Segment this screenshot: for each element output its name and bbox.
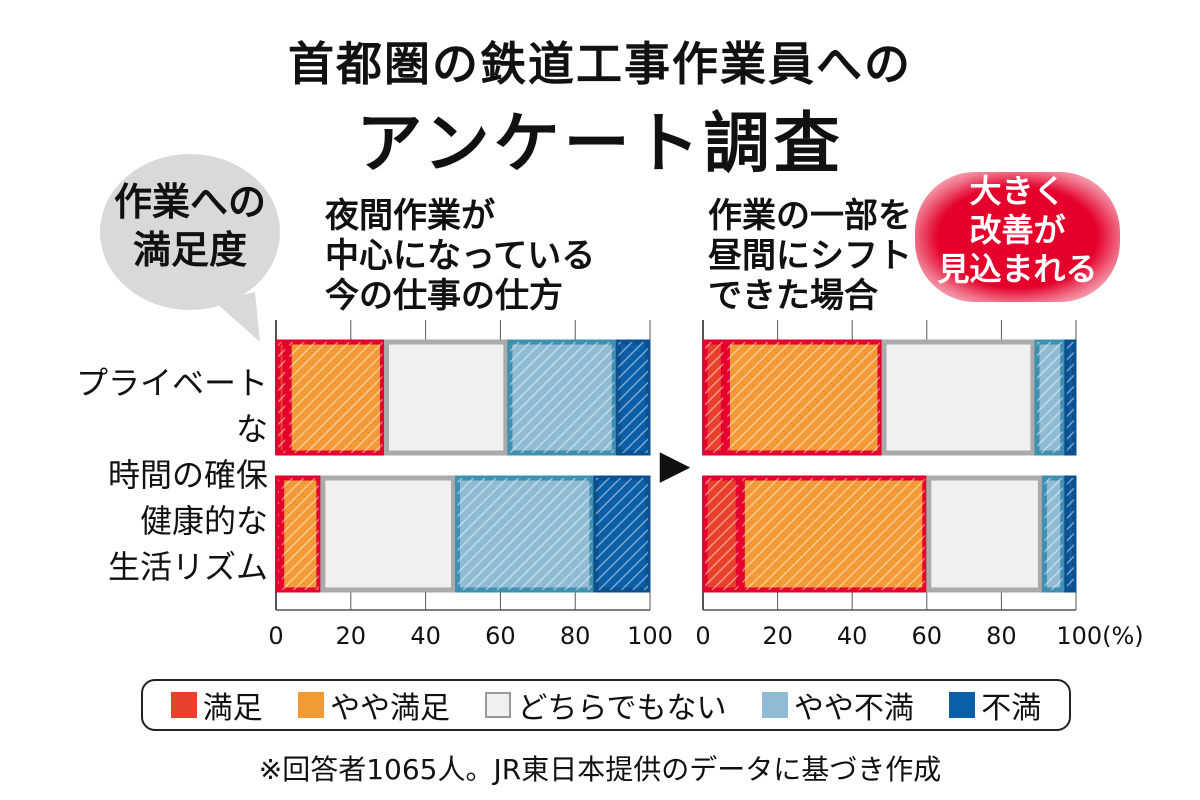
bar-hatch xyxy=(705,342,724,453)
heading-line: できた場合 xyxy=(708,276,878,316)
bubble-line: 作業への xyxy=(113,180,266,224)
bar-hatch xyxy=(278,478,279,590)
row-label-line: 時間の確保 xyxy=(107,456,268,494)
legend-swatch xyxy=(485,692,512,718)
legend-item: 満足 xyxy=(170,683,263,727)
callout-line: 改善が xyxy=(969,211,1066,249)
row-gap xyxy=(274,455,652,476)
left-chart-heading: 夜間作業が 中心になっている 今の仕事の仕方 xyxy=(325,196,595,316)
legend-label: やや不満 xyxy=(793,691,914,726)
x-tick-label: 20 xyxy=(335,622,367,650)
speech-bubble-text: 作業への 満足度 xyxy=(95,178,285,274)
x-tick-label: 80 xyxy=(986,622,1017,650)
bar-hatch xyxy=(742,478,925,590)
row-label-line: 生活リズム xyxy=(107,548,268,586)
legend-item: やや不満 xyxy=(761,683,914,727)
legend: 満足 やや満足 どちらでもない やや不満 不満 xyxy=(141,679,1071,731)
arrow-icon: ▶ xyxy=(660,442,691,488)
bar-hatch xyxy=(289,342,383,453)
x-tick-label: 0 xyxy=(695,622,711,650)
x-tick-label: 0 xyxy=(268,622,284,650)
row-label-private-time: プライベートな 時間の確保 xyxy=(68,360,268,498)
x-tick-label: 100 xyxy=(627,622,673,650)
bar-hatch xyxy=(1044,478,1063,590)
row-label-line: 健康的な xyxy=(139,502,268,540)
bar-segment xyxy=(881,339,1036,456)
row-label-health-rhythm: 健康的な 生活リズム xyxy=(68,498,268,590)
improvement-callout-glow xyxy=(915,172,1120,302)
x-tick-label: 20 xyxy=(762,622,793,650)
bar-segment xyxy=(320,475,457,593)
heading-line: 中心になっている xyxy=(325,236,596,276)
bar-segment xyxy=(926,475,1043,593)
right-chart xyxy=(701,320,1078,611)
chart-title-line2: アンケート調査 xyxy=(356,105,844,182)
legend-label: どちらでもない xyxy=(517,691,727,726)
bar-hatch xyxy=(1066,478,1074,590)
heading-line: 作業の一部を xyxy=(708,196,912,236)
bar-hatch xyxy=(457,478,592,590)
legend-swatch xyxy=(170,692,197,718)
bar-hatch xyxy=(281,478,319,590)
heading-line: 夜間作業が xyxy=(325,196,495,236)
footnote: ※回答者1065人。JR東日本提供のデータに基づき作成 xyxy=(258,753,942,786)
bar-hatch xyxy=(509,342,615,453)
legend-swatch xyxy=(761,692,788,718)
x-tick-label: 80 xyxy=(559,622,591,650)
x-tick-label: 40 xyxy=(836,622,868,650)
x-tick-label: 60 xyxy=(485,622,516,650)
bar-hatch xyxy=(618,342,648,453)
left-chart xyxy=(274,320,652,611)
chart-title-line1: 首都圏の鉄道工事作業員への xyxy=(288,37,912,91)
legend-label: 不満 xyxy=(981,691,1042,726)
bar-hatch xyxy=(727,342,881,453)
legend-label: 満足 xyxy=(202,691,263,726)
bar-hatch xyxy=(705,478,739,590)
bar-hatch xyxy=(595,478,648,590)
row-label-line: プライベートな xyxy=(75,364,268,448)
legend-swatch xyxy=(949,692,976,718)
improvement-callout: 大きく 改善が 見込まれる xyxy=(915,172,1120,289)
legend-item: どちらでもない xyxy=(485,683,727,727)
bar-segment xyxy=(383,339,509,456)
heading-line: 今の仕事の仕方 xyxy=(325,276,563,316)
x-tick-label: 100(%) xyxy=(1056,622,1144,650)
bar-hatch xyxy=(1066,342,1074,453)
bubble-line: 満足度 xyxy=(132,228,247,272)
x-tick-label: 40 xyxy=(410,622,441,650)
legend-label: やや満足 xyxy=(330,691,451,726)
speech-bubble xyxy=(100,154,280,342)
row-gap xyxy=(701,455,1078,476)
callout-line: 見込まれる xyxy=(937,250,1098,288)
heading-line: 昼間にシフト xyxy=(708,236,912,276)
bar-hatch xyxy=(278,342,286,453)
legend-swatch xyxy=(298,692,325,718)
right-chart-heading: 作業の一部を 昼間にシフト できた場合 xyxy=(708,196,912,316)
x-tick-label: 60 xyxy=(911,622,943,650)
callout-line: 大きく xyxy=(969,172,1066,210)
legend-item: やや満足 xyxy=(298,683,450,727)
legend-item: 不満 xyxy=(949,683,1041,727)
bar-hatch xyxy=(1036,342,1063,453)
